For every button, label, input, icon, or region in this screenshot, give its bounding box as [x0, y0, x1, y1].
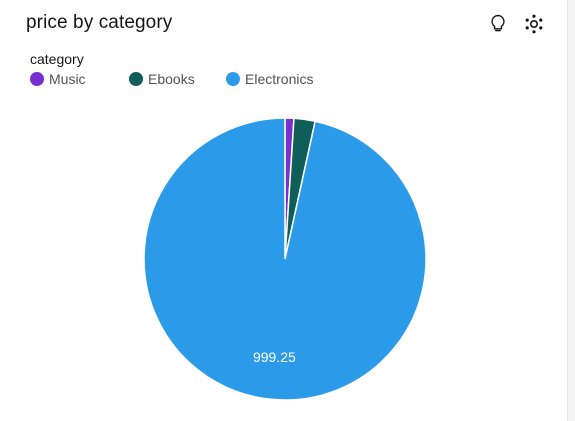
legend-item-ebooks[interactable]: Ebooks: [129, 71, 226, 87]
lightbulb-icon[interactable]: [487, 13, 509, 35]
legend-label: Music: [49, 71, 86, 87]
header-actions: [487, 13, 545, 35]
legend-item-electronics[interactable]: Electronics: [226, 71, 313, 87]
chart-title: price by category: [26, 12, 173, 33]
legend-label: Electronics: [245, 71, 314, 87]
settings-dots-icon[interactable]: [523, 13, 545, 35]
legend-title: category: [30, 51, 84, 67]
legend: Music Ebooks Electronics: [30, 71, 313, 87]
pie-data-label: 999.25: [253, 349, 296, 365]
legend-swatch: [30, 72, 44, 86]
legend-swatch: [226, 72, 240, 86]
legend-label: Ebooks: [148, 71, 195, 87]
pie-slice-electronics[interactable]: [143, 117, 427, 401]
legend-item-music[interactable]: Music: [30, 71, 129, 87]
legend-swatch: [129, 72, 143, 86]
